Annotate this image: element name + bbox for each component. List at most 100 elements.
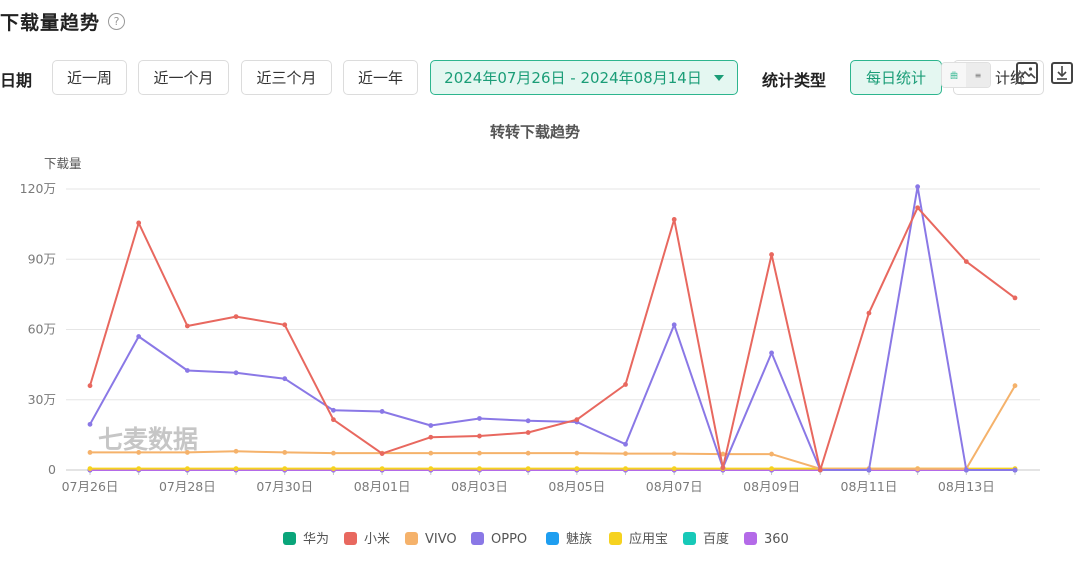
data-point: [915, 205, 921, 211]
x-tick-label: 07月26日: [62, 479, 119, 494]
data-point: [233, 466, 239, 471]
series-line-3: [89, 185, 1015, 471]
data-point: [817, 467, 823, 473]
date-range-picker[interactable]: 2024年07月26日 - 2024年08月14日: [430, 60, 738, 95]
data-point: [671, 451, 677, 457]
legend-swatch: [546, 532, 559, 545]
data-point: [428, 466, 434, 471]
y-tick-label: 120万: [20, 181, 56, 196]
x-tick-label: 07月28日: [159, 479, 216, 494]
caret-down-icon: [713, 74, 724, 81]
x-tick-label: 08月07日: [646, 479, 703, 494]
data-point: [769, 350, 774, 356]
data-point: [379, 451, 385, 457]
data-point: [136, 334, 142, 339]
data-point: [379, 409, 385, 414]
data-point: [915, 466, 921, 472]
data-point: [184, 450, 190, 455]
range-button-month[interactable]: 近一个月: [138, 60, 229, 95]
data-point: [184, 368, 190, 373]
stat-type-daily[interactable]: 每日统计: [850, 60, 942, 95]
legend-swatch: [471, 532, 484, 545]
x-tick-label: 07月30日: [256, 479, 313, 494]
data-point: [428, 423, 434, 428]
data-point: [525, 450, 531, 456]
data-point: [184, 466, 190, 471]
data-point: [477, 433, 482, 439]
x-tick-label: 08月09日: [743, 479, 800, 494]
stat-type-label: 统计类型: [762, 71, 827, 90]
image-icon-glyph: [1019, 67, 1036, 79]
y-axis-title: 下载量: [44, 156, 82, 171]
legend-label: 魅族: [566, 531, 592, 547]
watermark: 七麦数据: [98, 425, 198, 454]
toggle-chart-option[interactable]: 曲: [942, 63, 966, 87]
download-icon-glyph: [1057, 66, 1067, 80]
filter-row: 日期 近一周 近一个月 近三个月 近一年 2024年07月26日 - 2024年…: [0, 60, 1080, 96]
data-point: [428, 434, 434, 440]
data-point: [671, 322, 677, 328]
data-point: [331, 450, 336, 456]
data-point: [379, 466, 385, 471]
data-point: [136, 450, 142, 455]
y-tick-label: 90万: [28, 251, 56, 266]
data-point: [574, 450, 580, 456]
data-point: [1012, 467, 1018, 473]
data-point: [87, 450, 93, 455]
title-row: 下载量趋势 ?: [0, 6, 126, 36]
range-button-week[interactable]: 近一周: [52, 60, 127, 95]
data-point: [282, 322, 288, 328]
data-point: [720, 451, 726, 457]
toggle-list-option[interactable]: ≡: [966, 63, 990, 87]
series-line-1: [89, 206, 1016, 471]
help-icon[interactable]: ?: [108, 12, 126, 30]
data-point: [233, 370, 239, 376]
data-point: [769, 252, 774, 257]
data-point: [574, 466, 580, 471]
legend-label: OPPO: [491, 532, 527, 547]
data-point: [136, 220, 142, 226]
data-point: [769, 466, 774, 471]
data-point: [331, 417, 336, 423]
data-point: [477, 466, 482, 471]
x-tick-label: 08月13日: [938, 479, 995, 494]
data-point: [87, 466, 93, 471]
x-tick-label: 08月03日: [451, 479, 508, 494]
range-button-3months[interactable]: 近三个月: [241, 60, 332, 95]
legend-label: 小米: [364, 532, 390, 547]
legend-swatch: [609, 532, 622, 545]
data-point: [331, 466, 336, 471]
data-point: [87, 383, 93, 389]
data-point: [184, 323, 190, 329]
legend-swatch: [283, 532, 296, 545]
date-range-text: 2024年07月26日 - 2024年08月14日: [444, 69, 702, 87]
data-point: [525, 466, 531, 471]
data-point: [331, 407, 336, 413]
legend-swatch: [405, 532, 418, 545]
data-point: [1012, 295, 1018, 301]
data-point: [477, 450, 482, 456]
data-point: [525, 418, 531, 424]
series-line-2: [90, 385, 1016, 470]
data-point: [525, 430, 531, 435]
data-point: [87, 421, 93, 427]
range-button-year[interactable]: 近一年: [343, 60, 418, 95]
legend-swatch: [683, 532, 696, 545]
y-tick-label: 30万: [28, 392, 56, 407]
data-point: [233, 314, 239, 320]
data-point: [136, 466, 142, 471]
data-point: [623, 382, 628, 387]
data-point: [428, 450, 434, 456]
image-icon[interactable]: [1016, 62, 1038, 84]
data-point: [282, 450, 288, 455]
legend-swatch: [344, 532, 357, 545]
data-point: [671, 217, 677, 222]
data-point: [623, 451, 628, 457]
download-icon[interactable]: [1051, 62, 1073, 84]
legend-label: 百度: [703, 531, 729, 547]
data-point: [963, 259, 969, 264]
data-point: [623, 466, 628, 471]
chart-type-toggle[interactable]: 曲 ≡: [941, 62, 991, 88]
legend-swatch: [744, 532, 757, 545]
